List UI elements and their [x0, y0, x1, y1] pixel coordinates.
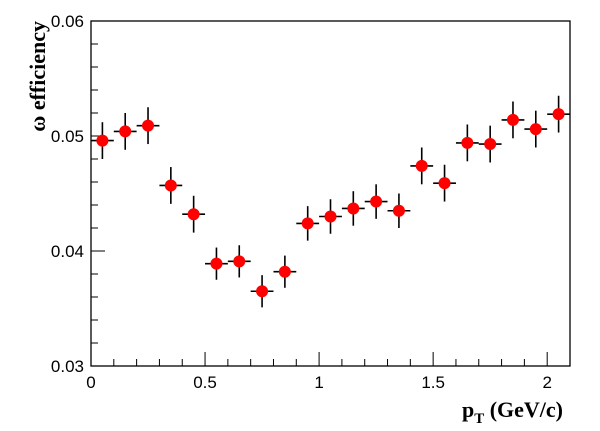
data-point	[478, 125, 502, 163]
point-marker	[552, 108, 565, 121]
data-point	[410, 147, 434, 185]
x-axis-title-suffix: (GeV/c)	[484, 397, 563, 422]
point-marker	[438, 177, 451, 190]
x-tick-label: 0	[86, 373, 95, 392]
point-marker	[278, 265, 291, 278]
data-point	[227, 245, 251, 278]
data-point	[524, 110, 548, 148]
x-tick-label: 0.5	[193, 373, 217, 392]
data-points	[91, 95, 570, 308]
x-axis-title-main: p	[462, 397, 474, 422]
data-point	[182, 195, 206, 233]
data-point	[341, 191, 365, 226]
y-axis-ticks: 0.03 0.04 0.05 0.06	[51, 12, 105, 376]
point-marker	[415, 159, 428, 172]
data-point	[433, 164, 456, 202]
x-tick-label: 2	[542, 373, 551, 392]
x-tick-label: 1	[314, 373, 323, 392]
y-axis-title: ω efficiency	[25, 21, 50, 132]
y-tick-label: 0.06	[51, 12, 84, 31]
point-marker	[529, 123, 542, 136]
x-axis-ticks: 0 0.5 1 1.5 2	[86, 352, 571, 392]
x-tick-label: 1.5	[421, 373, 445, 392]
data-point	[91, 122, 114, 159]
data-point	[273, 255, 297, 288]
point-marker	[142, 119, 155, 132]
point-marker	[484, 138, 497, 151]
point-marker	[187, 208, 200, 221]
data-point	[364, 184, 388, 219]
x-axis-title: pT (GeV/c)	[462, 397, 563, 427]
point-marker	[324, 210, 337, 223]
y-tick-label: 0.04	[51, 242, 84, 261]
plot-frame	[90, 20, 571, 367]
data-point	[159, 167, 183, 204]
point-marker	[164, 179, 177, 192]
y-tick-label: 0.03	[51, 357, 84, 376]
point-marker	[347, 202, 360, 215]
point-marker	[392, 204, 405, 217]
data-point	[205, 247, 228, 280]
y-tick-label: 0.05	[51, 127, 84, 146]
data-point	[136, 107, 160, 145]
point-marker	[233, 255, 246, 268]
point-marker	[256, 285, 269, 298]
data-point	[113, 113, 137, 150]
point-marker	[506, 113, 519, 126]
x-axis-title-subscript: T	[474, 411, 484, 427]
point-marker	[461, 136, 474, 149]
point-marker	[119, 125, 132, 138]
data-point	[547, 95, 570, 133]
point-marker	[96, 134, 109, 147]
point-marker	[370, 195, 383, 208]
data-point	[296, 206, 320, 241]
point-marker	[301, 217, 314, 230]
data-point	[501, 101, 525, 139]
point-marker	[210, 257, 223, 270]
data-point	[250, 275, 274, 308]
data-point	[455, 124, 479, 162]
data-point	[387, 193, 411, 228]
data-point	[319, 199, 342, 234]
